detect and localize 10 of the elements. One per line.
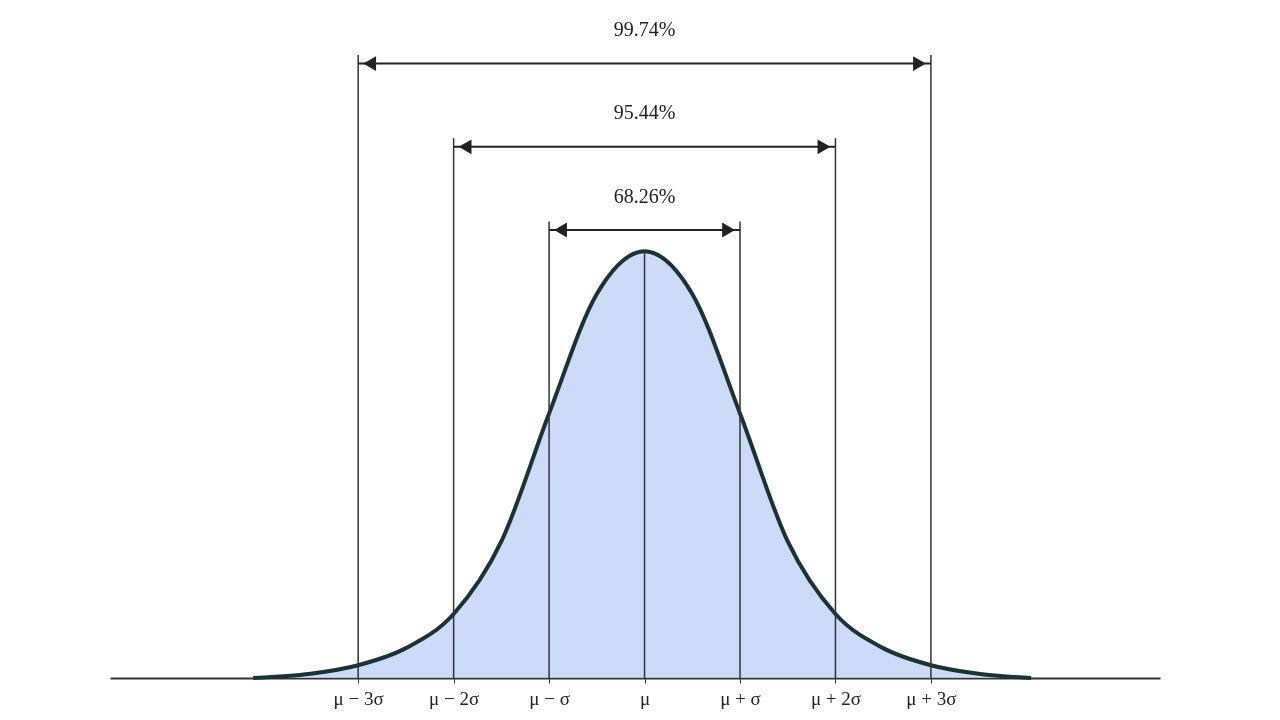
x-tick-label: μ − σ <box>529 687 570 709</box>
text: 95.44% <box>613 101 676 124</box>
x-tick-label: μ − 3σ <box>333 687 384 709</box>
x-tick-label: μ + 2σ <box>810 687 862 709</box>
x-tick-label: μ <box>639 687 651 709</box>
text: 99.74% <box>613 18 676 41</box>
x-tick-label: μ − 2σ <box>429 687 480 709</box>
text: 68.26% <box>613 184 676 207</box>
x-tick-label: μ + 3σ <box>906 687 957 709</box>
x-tick-label: μ + σ <box>720 687 761 709</box>
